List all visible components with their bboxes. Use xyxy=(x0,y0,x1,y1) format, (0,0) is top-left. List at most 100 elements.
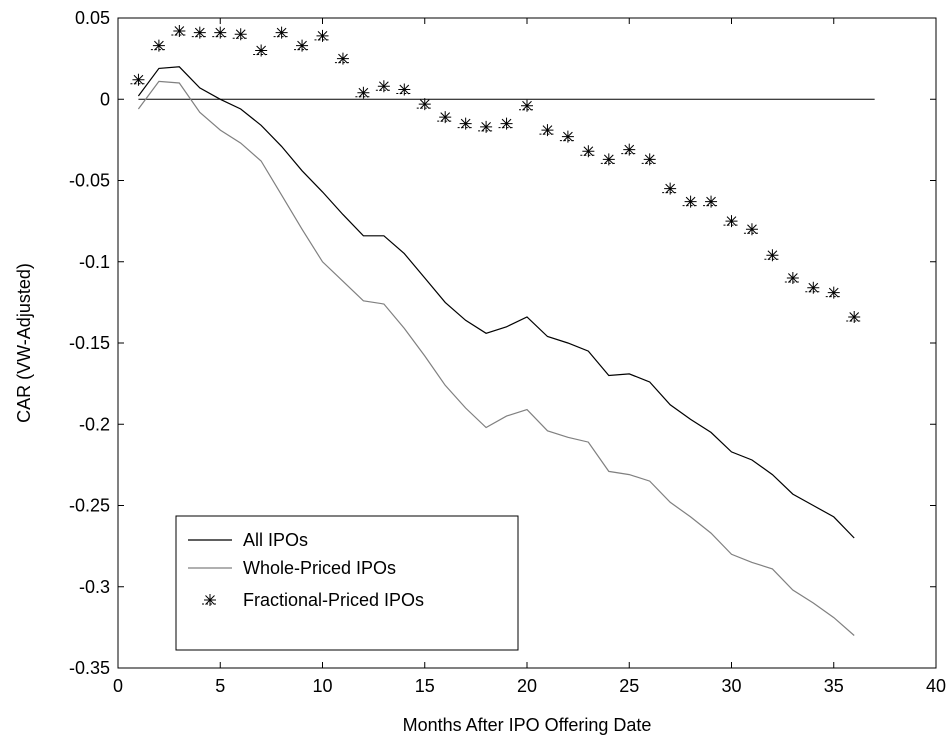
y-tick-label: -0.15 xyxy=(69,333,110,353)
data-point xyxy=(621,143,638,156)
marker-stroke xyxy=(563,131,573,142)
marker-stroke xyxy=(419,99,430,109)
data-point xyxy=(743,223,760,236)
data-point xyxy=(457,117,474,130)
x-tick-label: 30 xyxy=(721,676,741,696)
data-point xyxy=(559,130,576,143)
data-point xyxy=(662,182,679,195)
data-point xyxy=(519,99,535,112)
legend-label: All IPOs xyxy=(243,530,308,550)
legend-label: Whole-Priced IPOs xyxy=(243,558,396,578)
x-tick-label: 40 xyxy=(926,676,946,696)
data-point xyxy=(539,124,556,137)
data-point xyxy=(130,73,147,86)
data-point xyxy=(723,215,740,228)
marker-stroke xyxy=(644,154,655,165)
x-tick-label: 25 xyxy=(619,676,639,696)
series-line xyxy=(137,80,855,636)
y-tick-label: -0.1 xyxy=(79,252,110,272)
marker-stroke xyxy=(481,122,491,132)
series-fractional-priced-ipos xyxy=(130,25,863,323)
marker-stroke xyxy=(235,29,246,40)
data-point xyxy=(334,52,351,65)
y-tick-label: 0 xyxy=(100,89,110,109)
marker-stroke xyxy=(338,53,348,64)
data-point xyxy=(355,86,372,99)
marker-stroke xyxy=(747,224,757,235)
x-tick-label: 20 xyxy=(517,676,537,696)
marker-stroke xyxy=(317,31,328,41)
data-point xyxy=(784,272,801,284)
marker-stroke xyxy=(297,40,307,51)
marker-stroke xyxy=(460,118,471,129)
marker-stroke xyxy=(276,27,287,38)
data-point xyxy=(805,281,822,294)
data-point xyxy=(600,153,617,166)
y-tick-label: 0.05 xyxy=(75,8,110,28)
marker-stroke xyxy=(603,154,614,165)
data-point xyxy=(396,83,413,96)
marker-stroke xyxy=(154,40,164,51)
data-point xyxy=(498,117,515,130)
data-point xyxy=(253,44,270,57)
legend-swatch xyxy=(202,594,218,606)
data-point xyxy=(478,120,495,133)
data-point xyxy=(294,39,311,52)
marker-stroke xyxy=(787,273,798,283)
series-layer xyxy=(130,25,863,636)
y-tick-label: -0.35 xyxy=(69,658,110,678)
y-tick-label: -0.25 xyxy=(69,496,110,516)
data-point xyxy=(416,98,433,111)
data-point xyxy=(764,249,781,262)
x-axis-title: Months After IPO Offering Date xyxy=(403,715,652,735)
series-whole-priced-ipos xyxy=(137,80,855,636)
legend-box xyxy=(175,515,519,651)
y-tick-label: -0.05 xyxy=(69,171,110,191)
legend-label: Fractional-Priced IPOs xyxy=(243,590,424,610)
x-tick-label: 15 xyxy=(415,676,435,696)
marker-stroke xyxy=(726,216,737,226)
data-point xyxy=(232,28,249,41)
x-tick-label: 35 xyxy=(824,676,844,696)
y-axis-title: CAR (VW-Adjusted) xyxy=(14,263,34,423)
data-point xyxy=(150,39,167,52)
data-point xyxy=(212,26,229,39)
data-point xyxy=(580,145,597,158)
marker-stroke xyxy=(849,312,860,322)
marker-stroke xyxy=(624,144,635,155)
x-tick-label: 0 xyxy=(113,676,123,696)
data-point xyxy=(846,311,863,323)
data-point xyxy=(703,195,720,208)
marker-stroke xyxy=(256,45,267,56)
y-tick-label: -0.2 xyxy=(79,414,110,434)
marker-stroke xyxy=(501,118,512,129)
data-point xyxy=(437,111,454,124)
marker-stroke xyxy=(440,112,451,122)
data-point xyxy=(314,29,331,42)
marker-stroke xyxy=(583,146,594,157)
series-line xyxy=(137,66,855,539)
marker-stroke xyxy=(767,250,778,261)
data-point xyxy=(191,26,208,39)
marker-stroke xyxy=(133,74,144,85)
legend: All IPOs Whole-Priced IPOs Fractional-Pric… xyxy=(175,515,519,651)
marker-stroke xyxy=(194,27,205,38)
data-point xyxy=(273,26,290,39)
data-point xyxy=(682,195,699,208)
marker-stroke xyxy=(665,183,676,194)
marker-stroke xyxy=(828,287,839,298)
data-point xyxy=(641,153,658,166)
y-tick-label: -0.3 xyxy=(79,577,110,597)
marker-stroke xyxy=(685,196,696,207)
data-point xyxy=(171,25,188,37)
series-all-ipos xyxy=(137,66,855,539)
marker-stroke xyxy=(174,26,185,36)
marker-stroke xyxy=(215,27,226,38)
x-axis: 0 5 10 15 20 25 30 35 40 xyxy=(113,18,946,696)
marker-stroke xyxy=(542,125,553,135)
x-tick-label: 5 xyxy=(215,676,225,696)
data-point xyxy=(375,80,392,93)
x-tick-label: 10 xyxy=(312,676,332,696)
marker-stroke xyxy=(808,282,819,293)
